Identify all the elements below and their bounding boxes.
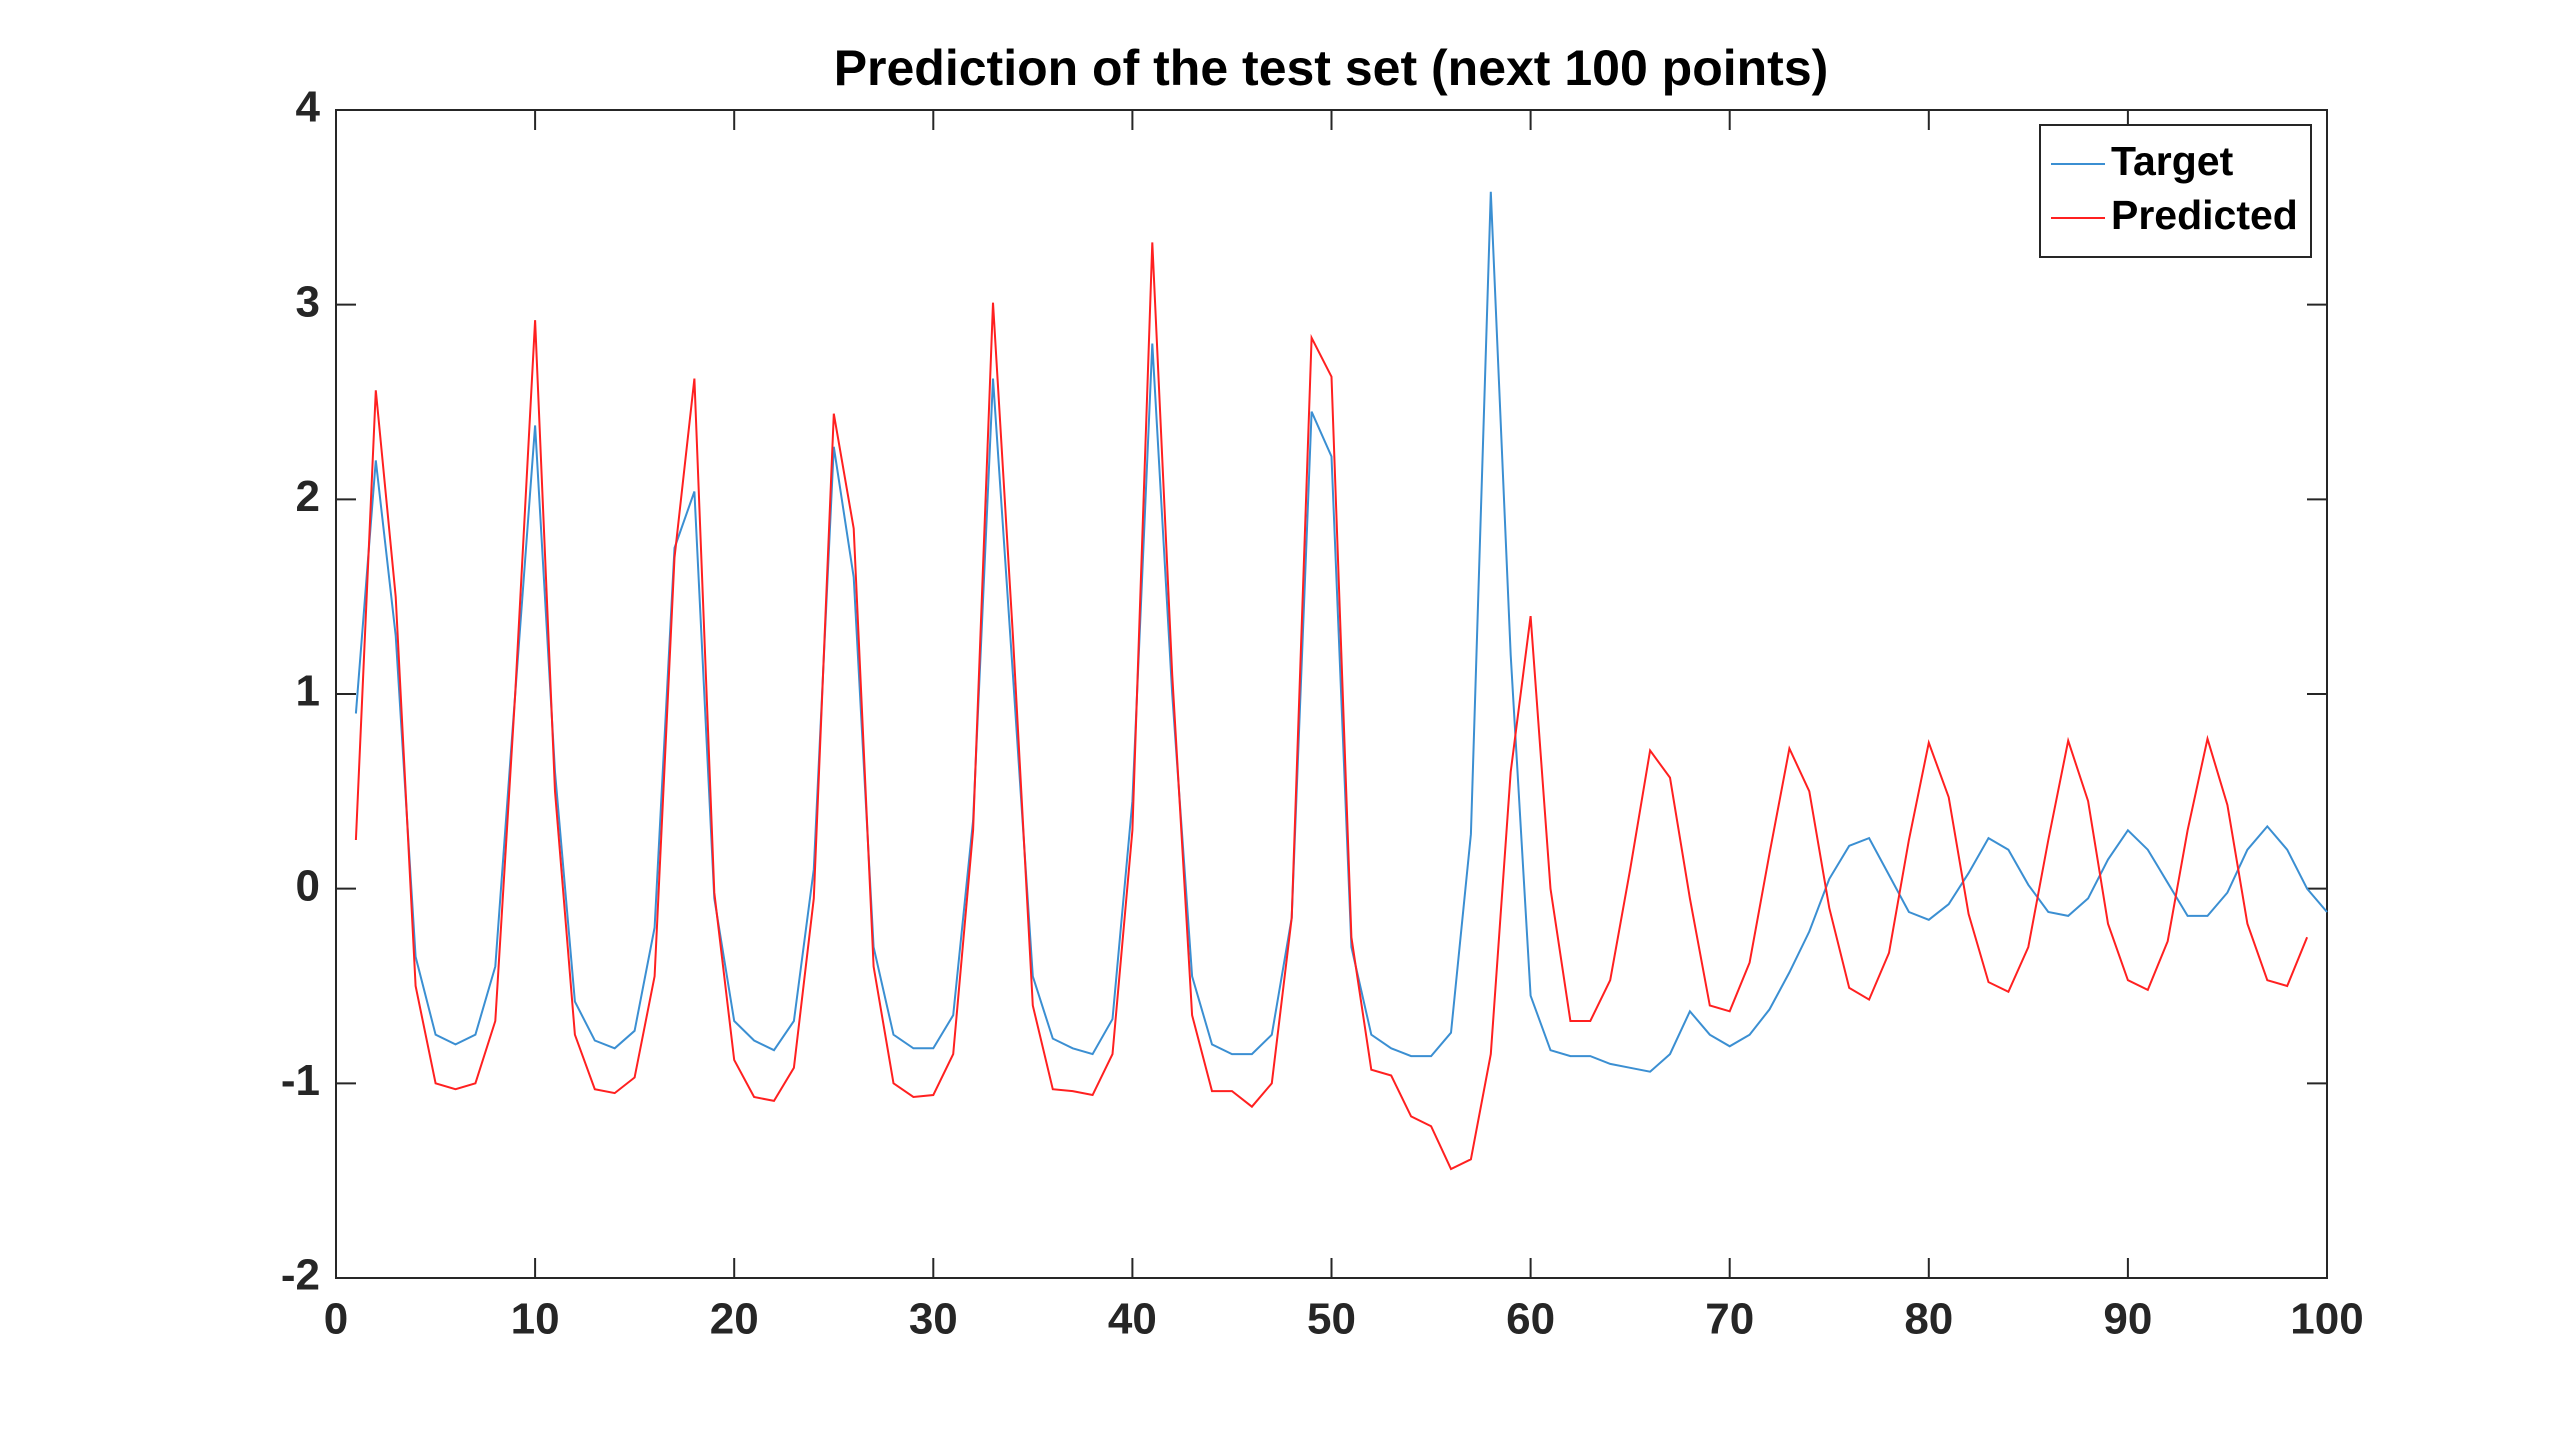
legend-label: Predicted bbox=[2111, 192, 2298, 238]
y-tick-label: 3 bbox=[296, 277, 320, 326]
x-tick-label: 0 bbox=[324, 1295, 348, 1344]
y-tick-label: 2 bbox=[296, 472, 320, 521]
legend-box bbox=[2039, 124, 2312, 258]
y-tick-label: -1 bbox=[281, 1056, 320, 1105]
x-tick-label: 100 bbox=[2290, 1295, 2363, 1344]
x-tick-label: 40 bbox=[1108, 1295, 1157, 1344]
x-tick-label: 20 bbox=[710, 1295, 759, 1344]
x-tick-label: 60 bbox=[1506, 1295, 1555, 1344]
y-tick-label: 1 bbox=[296, 667, 320, 716]
chart-title: Prediction of the test set (next 100 poi… bbox=[834, 40, 1829, 96]
x-tick-label: 30 bbox=[909, 1295, 958, 1344]
x-tick-label: 80 bbox=[1904, 1295, 1953, 1344]
legend-label: Target bbox=[2111, 138, 2234, 184]
y-tick-label: 4 bbox=[296, 83, 321, 132]
x-tick-label: 90 bbox=[2103, 1295, 2152, 1344]
data-line bbox=[354, 191, 2328, 1073]
x-tick-label: 10 bbox=[511, 1295, 560, 1344]
y-tick-label: -2 bbox=[281, 1251, 320, 1300]
y-tick-label: 0 bbox=[296, 861, 320, 910]
x-tick-label: 70 bbox=[1705, 1295, 1754, 1344]
data-line bbox=[354, 242, 2309, 1171]
x-tick-label: 50 bbox=[1307, 1295, 1356, 1344]
